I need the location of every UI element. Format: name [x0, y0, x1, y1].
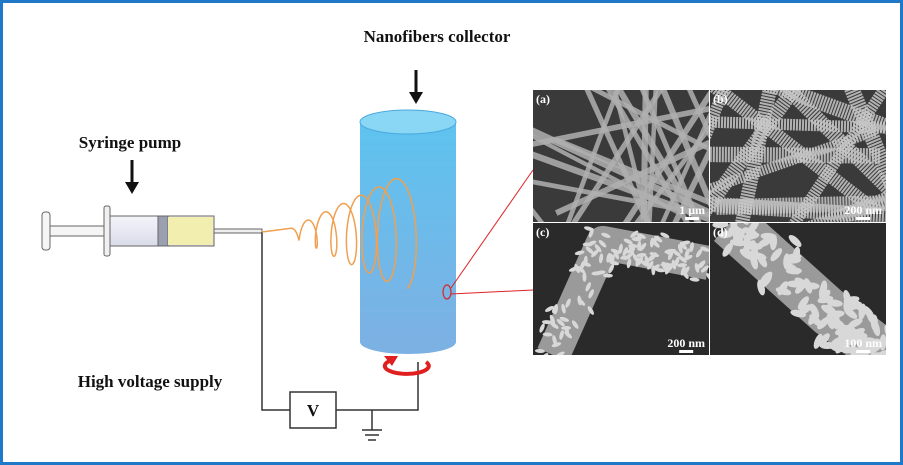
- scale-bar: [679, 350, 693, 353]
- collector: [360, 110, 456, 354]
- panel-tag: (c): [536, 225, 549, 239]
- scale-bar: [685, 217, 699, 220]
- figure: Nanofibers collector Syringe pump High v…: [0, 0, 903, 465]
- collector-label: Nanofibers collector: [364, 27, 511, 46]
- nanorod: [651, 265, 655, 275]
- panel-tag: (d): [713, 225, 728, 239]
- syringe-label: Syringe pump: [79, 133, 182, 152]
- scale-bar: [856, 217, 870, 220]
- supply-label: High voltage supply: [78, 372, 223, 391]
- scale-label: 100 nm: [844, 336, 882, 350]
- scale-label: 1 μm: [679, 203, 705, 217]
- panel-tag: (b): [713, 92, 728, 106]
- scale-label: 200 nm: [667, 336, 705, 350]
- voltmeter-label: V: [307, 401, 320, 420]
- nanorod: [871, 314, 878, 330]
- sem-image: (c) 200 nm: [533, 223, 715, 362]
- scale-bar: [856, 350, 870, 353]
- scale-label: 200 nm: [844, 203, 882, 217]
- panel-tag: (a): [536, 92, 550, 106]
